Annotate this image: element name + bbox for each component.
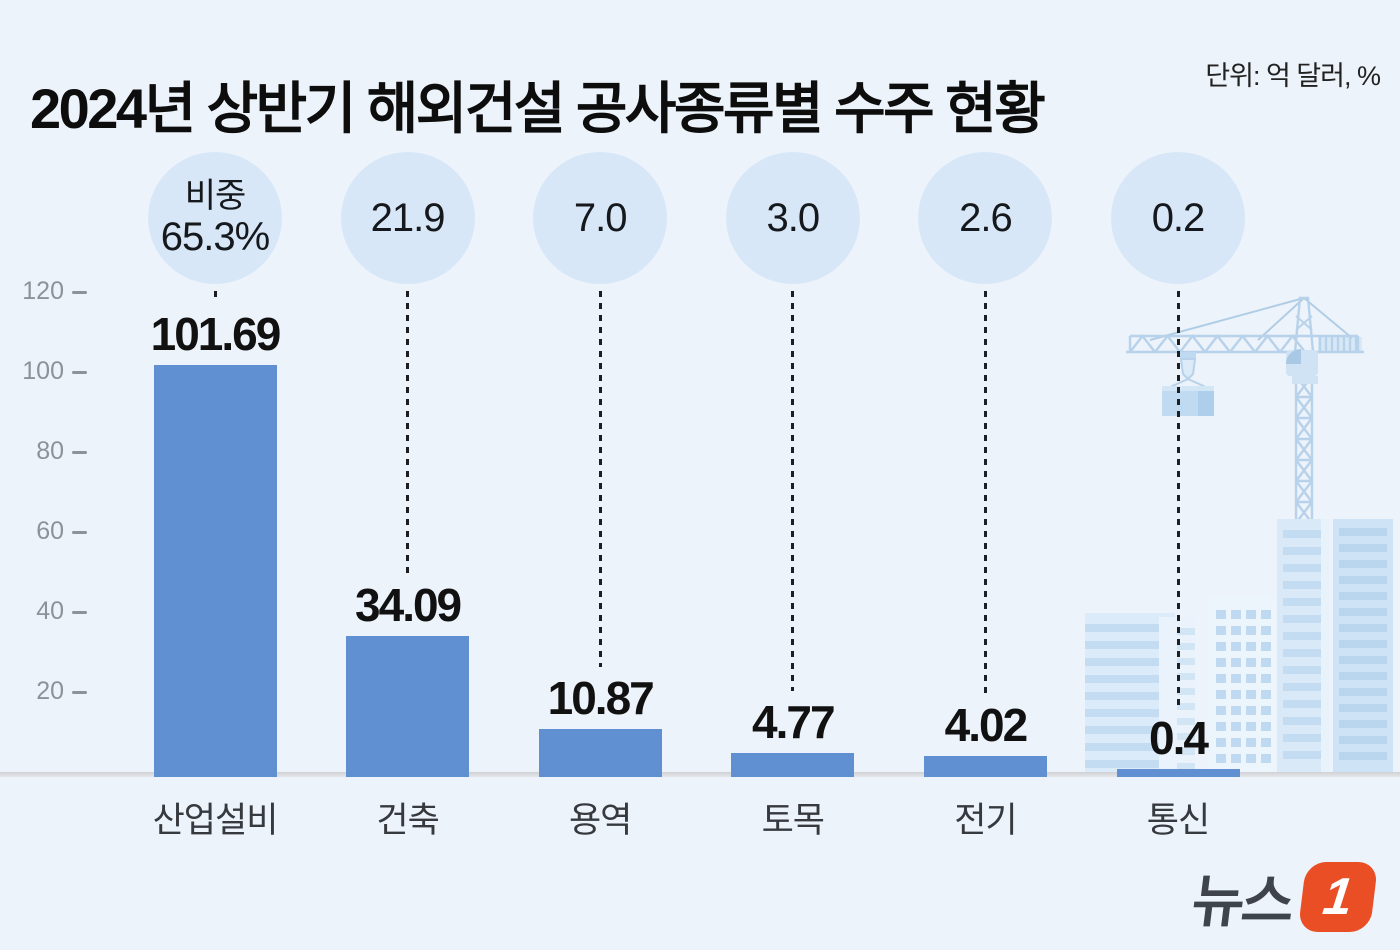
bar (538, 728, 662, 777)
y-tick-dash (72, 371, 87, 374)
bar-value-label: 4.02 (944, 698, 1029, 751)
connector-line (983, 291, 987, 694)
connector-line (406, 291, 410, 574)
y-tick-dash (72, 451, 87, 454)
share-bubble: 3.0 (725, 152, 860, 284)
bar (731, 752, 855, 777)
connector-line (1176, 291, 1180, 707)
category-label: 건축 (376, 801, 439, 840)
buildings-icon (1085, 519, 1393, 775)
page-title: 2024년 상반기 해외건설 공사종류별 수주 현황 (30, 76, 1046, 140)
bar-value-label: 101.69 (150, 308, 282, 361)
y-tick-dash (72, 611, 87, 614)
y-tick-dash (72, 531, 87, 534)
bar (1116, 769, 1240, 777)
bar-value-label: 4.77 (752, 695, 836, 748)
bar (923, 755, 1047, 777)
bubble-share-label: 2.6 (959, 195, 1013, 240)
tower-crane-icon (1126, 296, 1364, 545)
connector-line (791, 291, 795, 691)
share-bubble: 7.0 (533, 152, 668, 284)
y-tick-dash (72, 291, 87, 294)
y-tick-label: 120 (22, 277, 64, 305)
bubble-share-label: 3.0 (766, 195, 820, 240)
bubble-share-label: 0.2 (1151, 195, 1206, 240)
y-tick-label: 20 (36, 677, 64, 705)
y-tick-label: 80 (36, 437, 64, 465)
connector-line (213, 291, 217, 304)
category-label: 용역 (568, 801, 632, 840)
share-bubble: 2.6 (918, 152, 1053, 284)
bar (346, 635, 470, 777)
category-label: 토목 (761, 801, 825, 840)
bubble-share-label: 21.9 (370, 195, 446, 240)
share-bubble: 0.2 (1111, 152, 1245, 284)
share-bubble: 비중 65.3% (148, 152, 282, 284)
bar (153, 365, 277, 777)
bubble-share-label: 65.3% (160, 214, 270, 259)
y-tick-dash (72, 691, 87, 694)
category-label: 산업설비 (152, 801, 279, 840)
unit-note: 단위: 억 달러, % (1205, 61, 1381, 91)
bar-value-label: 0.4 (1149, 712, 1209, 764)
y-tick-label: 100 (22, 357, 64, 385)
bar-value-label: 34.09 (355, 578, 462, 631)
y-tick-label: 40 (36, 597, 64, 625)
bar-value-label: 10.87 (547, 671, 655, 724)
x-axis-line (0, 772, 1400, 777)
y-tick-label: 60 (36, 517, 64, 545)
bubble-share-label: 7.0 (573, 195, 628, 240)
bubble-caption: 비중 (184, 176, 247, 215)
category-label: 전기 (954, 801, 1017, 840)
connector-line (598, 291, 602, 667)
category-label: 통신 (1146, 801, 1210, 840)
share-bubble: 21.9 (340, 152, 475, 284)
